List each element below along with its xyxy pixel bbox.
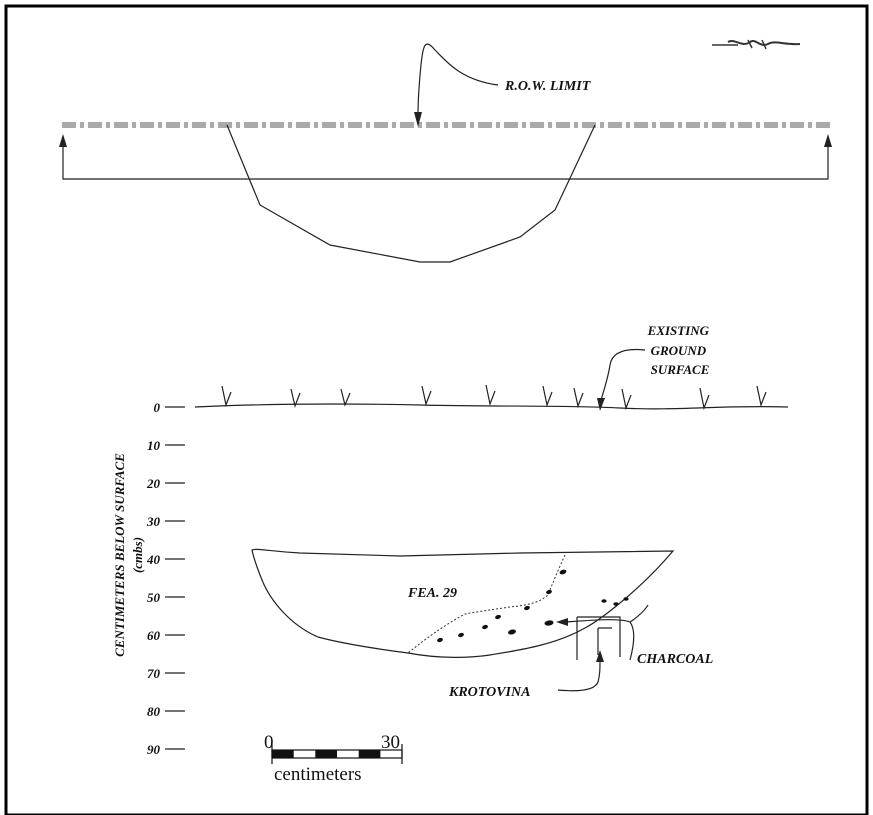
krotovina-label: KROTOVINA [448,685,530,700]
scale-segment-3 [315,750,337,758]
ground-label-line-1: EXISTING [647,323,710,338]
depth-label-70: 70 [147,666,161,681]
depth-axis: 0 10 20 30 40 50 60 70 80 90 CENTIMETERS… [112,400,185,757]
charcoal-leader-branch [629,604,649,623]
drawing-frame [4,4,869,815]
section-line [62,143,829,180]
ground-label-line-3: SURFACE [651,362,710,377]
feature-plan-outline [226,124,596,263]
ground-label-leader [600,348,646,401]
scale-end-label: 30 [381,732,400,753]
depth-label-10: 10 [147,438,161,453]
depth-label-80: 80 [147,704,161,719]
depth-label-20: 20 [146,476,161,491]
ground-surface-line [194,403,789,410]
feature-label: FEA. 29 [407,586,457,601]
stratum-boundary [407,554,566,654]
krotovina-leader [557,659,601,692]
depth-axis-title: CENTIMETERS BELOW SURFACE [112,453,127,657]
depth-axis-subtitle: (cmbs) [130,537,145,573]
charcoal-label: CHARCOAL [637,652,713,667]
charcoal-arrowhead [556,618,568,626]
north-arrow-icon [712,39,801,50]
ground-label-line-2: GROUND [651,343,707,358]
row-limit-label: R.O.W. LIMIT [504,79,592,94]
scale-bar: 0 30 centimeters [264,732,403,785]
scale-segment-1 [272,750,294,758]
depth-label-50: 50 [147,590,161,605]
feature-profile-outline [251,548,675,658]
row-limit-leader [417,43,499,116]
section-arrow-right [824,134,832,147]
depth-label-90: 90 [147,742,161,757]
charcoal-leader [564,619,635,661]
row-limit-arrowhead [414,112,422,127]
plan-view: R.O.W. LIMIT [59,43,832,263]
depth-label-0: 0 [154,400,161,415]
scale-unit-label: centimeters [274,764,362,785]
section-arrow-left [59,134,67,147]
ground-label-arrowhead [597,398,605,411]
existing-ground-surface-label: EXISTING GROUND SURFACE [647,323,713,377]
scale-segment-5 [358,750,381,758]
krotovina-outline [576,616,621,660]
depth-label-60: 60 [147,628,161,643]
krotovina-arrowhead [596,650,604,662]
grass-symbols [221,384,767,411]
depth-label-40: 40 [146,552,161,567]
profile-view: EXISTING GROUND SURFACE 0 10 20 30 40 50… [112,323,789,757]
charcoal-flecks [437,569,629,643]
depth-label-30: 30 [146,514,161,529]
scale-start-label: 0 [264,732,274,753]
